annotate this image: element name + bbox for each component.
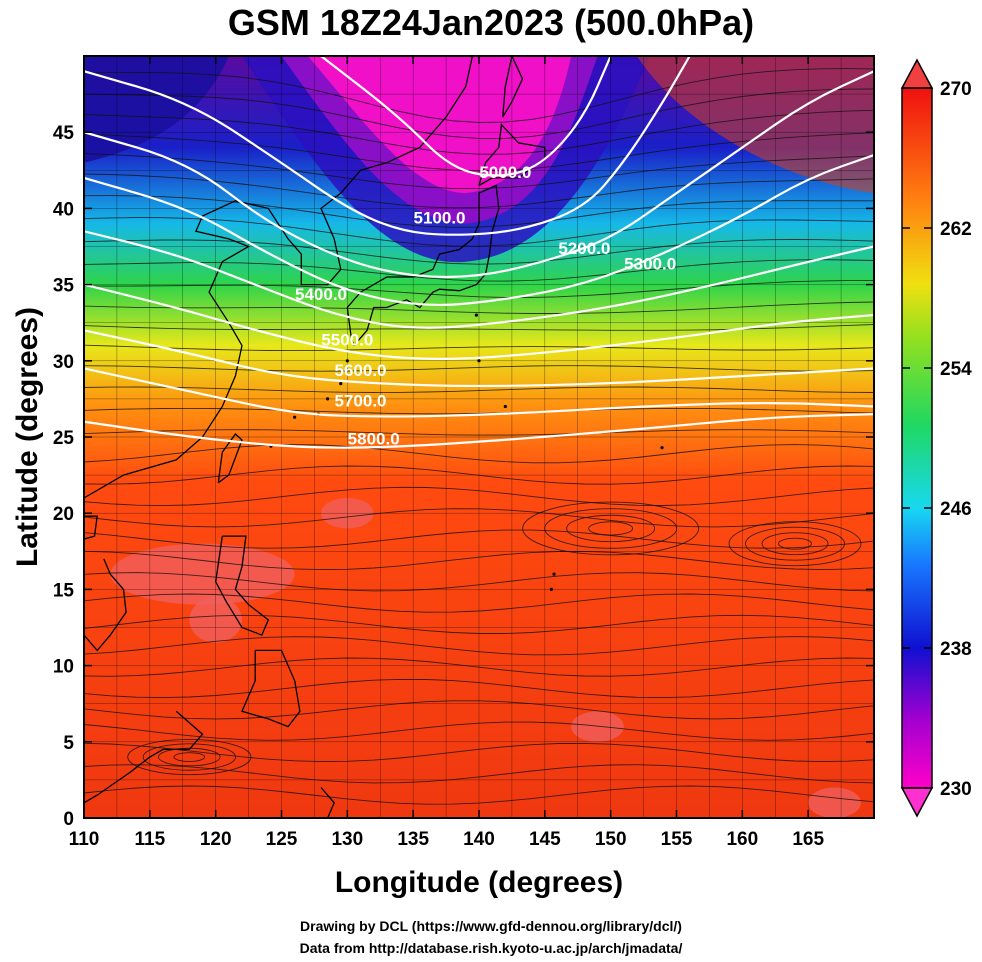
- circulation-ring: [745, 526, 845, 561]
- credit-data: Data from http://database.rish.kyoto-u.a…: [299, 940, 683, 956]
- y-tick-label: 0: [63, 809, 74, 830]
- island: [293, 415, 297, 419]
- x-tick-label: 140: [463, 829, 495, 850]
- coastline: [215, 535, 270, 636]
- y-tick-label: 30: [53, 352, 74, 373]
- y-tick-label: 10: [53, 657, 74, 678]
- island: [474, 313, 478, 317]
- contour-label: 5800.0: [348, 430, 400, 449]
- colorbar-tick-label: 262: [940, 219, 972, 240]
- colorbar-tick-label: 246: [940, 499, 972, 520]
- colorbar-gradient: [901, 87, 933, 789]
- contour-label: 5200.0: [558, 239, 610, 258]
- height-contours: 5000.0 5100.0 5200.0 5300.0 5400.0 5500.0 5600…: [84, 56, 874, 449]
- y-tick-label: 20: [53, 504, 74, 525]
- contour-line: [84, 56, 691, 236]
- contour-line: [84, 413, 874, 449]
- contour-line: [84, 70, 874, 279]
- x-tick-label: 135: [397, 829, 429, 850]
- contour-label: 5500.0: [321, 331, 373, 350]
- coastline: [84, 558, 127, 652]
- contour-line: [84, 329, 874, 388]
- island: [552, 572, 556, 576]
- island: [503, 404, 507, 409]
- island: [660, 446, 664, 450]
- x-tick-label: 115: [135, 829, 166, 850]
- x-tick-label: 165: [792, 829, 824, 850]
- coastline: [84, 56, 474, 499]
- contour-label: 5300.0: [624, 254, 676, 273]
- contour-line: [84, 283, 874, 360]
- x-tick-label: 160: [726, 829, 758, 850]
- island: [339, 382, 343, 386]
- y-tick-label: 15: [53, 580, 75, 601]
- warm-patch: [808, 787, 861, 818]
- colorbar-tick-label: 270: [940, 79, 972, 100]
- y-ticks: 0 5 10 15 20 25 30 35 40 45: [53, 123, 874, 830]
- contour-line: [84, 367, 874, 418]
- y-tick-label: 40: [53, 199, 74, 220]
- credit-drawing: Drawing by DCL (https://www.gfd-dennou.o…: [300, 918, 682, 934]
- y-tick-label: 25: [53, 428, 75, 449]
- x-tick-label: 150: [595, 829, 627, 850]
- contour-line: [84, 230, 874, 329]
- circulation-ring: [158, 747, 221, 767]
- contour-label: 5400.0: [295, 285, 347, 304]
- x-tick-label: 125: [266, 829, 298, 850]
- circulation-ring: [173, 752, 206, 762]
- contour-label: 5100.0: [414, 209, 466, 228]
- y-tick-label: 45: [53, 123, 75, 144]
- x-tick-label: 145: [529, 829, 561, 850]
- circulation-ring: [127, 738, 252, 776]
- coastline: [84, 710, 204, 804]
- circulation-ring: [728, 521, 862, 567]
- contour-label: 5000.0: [479, 163, 531, 182]
- colorbar-tick-label: 230: [940, 779, 972, 800]
- contour-label: 5600.0: [335, 361, 387, 380]
- contour-label: 5700.0: [335, 392, 387, 411]
- x-tick-label: 110: [69, 829, 100, 850]
- circulation-ring: [778, 537, 812, 550]
- y-axis-label: Latitude (degrees): [11, 306, 44, 568]
- y-tick-label: 35: [53, 276, 75, 297]
- circulation-ring: [761, 532, 829, 556]
- coastline: [241, 649, 301, 728]
- colorbar-tick-label: 238: [940, 639, 972, 660]
- x-tick-label: 130: [331, 829, 363, 850]
- warm-patch: [571, 711, 624, 742]
- colorbar: 230 238 246 254 262 270: [900, 58, 972, 818]
- grid-lines: [84, 56, 874, 818]
- coastline: [502, 56, 524, 118]
- coastline: [478, 123, 546, 187]
- circulation-ring: [142, 743, 236, 771]
- coastline: [320, 787, 335, 818]
- x-tick-label: 155: [661, 829, 693, 850]
- coastline: [84, 515, 98, 540]
- colorbar-min-arrow: [900, 787, 934, 818]
- y-tick-label: 5: [63, 733, 74, 754]
- x-axis-label: Longitude (degrees): [334, 866, 624, 899]
- colorbar-max-arrow: [900, 58, 934, 89]
- x-tick-label: 120: [200, 829, 232, 850]
- x-ticks: 110 115 120 125 130 135 140 145 150 155 160 165: [69, 56, 824, 850]
- chart-title: GSM 18Z24Jan2023 (500.0hPa): [227, 2, 755, 43]
- contour-line: [320, 56, 612, 177]
- colorbar-tick-label: 254: [940, 359, 972, 380]
- contour-line: [84, 154, 874, 307]
- colorbar-ticks: 230 238 246 254 262 270: [902, 79, 972, 800]
